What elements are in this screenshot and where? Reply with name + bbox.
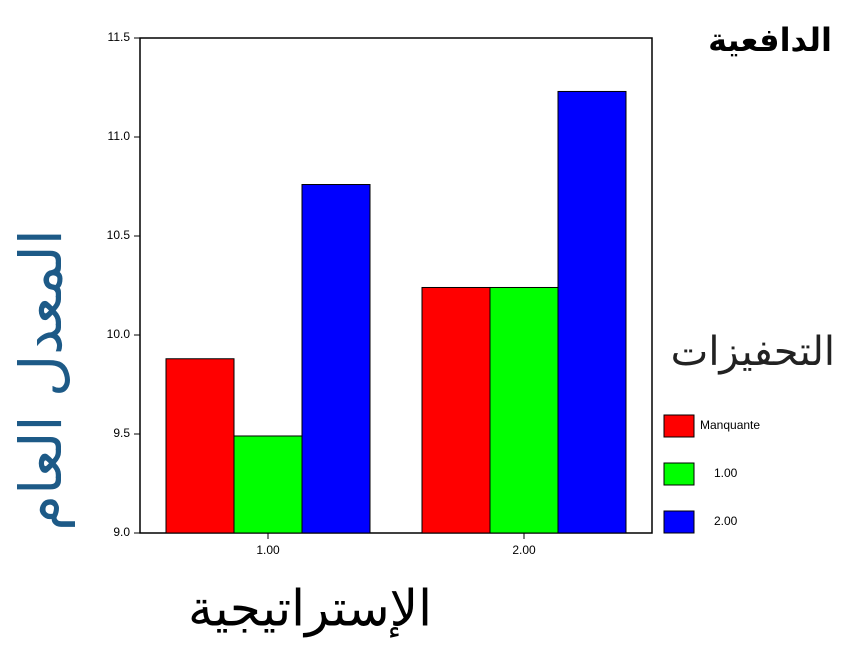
y-tick-label: 10.0: [107, 327, 131, 341]
x-tick-label: 2.00: [512, 543, 536, 557]
legend-swatch: [663, 510, 695, 534]
chart-title: الدافعية: [708, 21, 832, 59]
plot-frame: [139, 37, 653, 534]
bar: [421, 286, 491, 534]
bar: [301, 184, 371, 534]
y-tick-label: 10.5: [107, 228, 131, 242]
y-tick-label: 11.5: [108, 30, 131, 44]
bar: [557, 90, 627, 534]
y-tick-label: 9.5: [113, 426, 130, 440]
legend-label: Manquante: [700, 418, 760, 432]
legend-title: التحفيزات: [671, 329, 835, 375]
legend-swatch: [663, 414, 695, 438]
legend-swatch: [663, 462, 695, 486]
y-tick-label: 11.0: [108, 129, 131, 143]
bar: [489, 286, 559, 534]
bar: [165, 358, 235, 534]
bar: [233, 435, 303, 534]
y-axis-label: المعدل العام: [7, 229, 75, 531]
legend-label: 1.00: [714, 466, 738, 480]
y-tick-label: 9.0: [113, 525, 130, 539]
x-tick-label: 1.00: [256, 543, 280, 557]
legend-label: 2.00: [714, 514, 738, 528]
x-axis-label: الإستراتيجية: [188, 580, 432, 638]
